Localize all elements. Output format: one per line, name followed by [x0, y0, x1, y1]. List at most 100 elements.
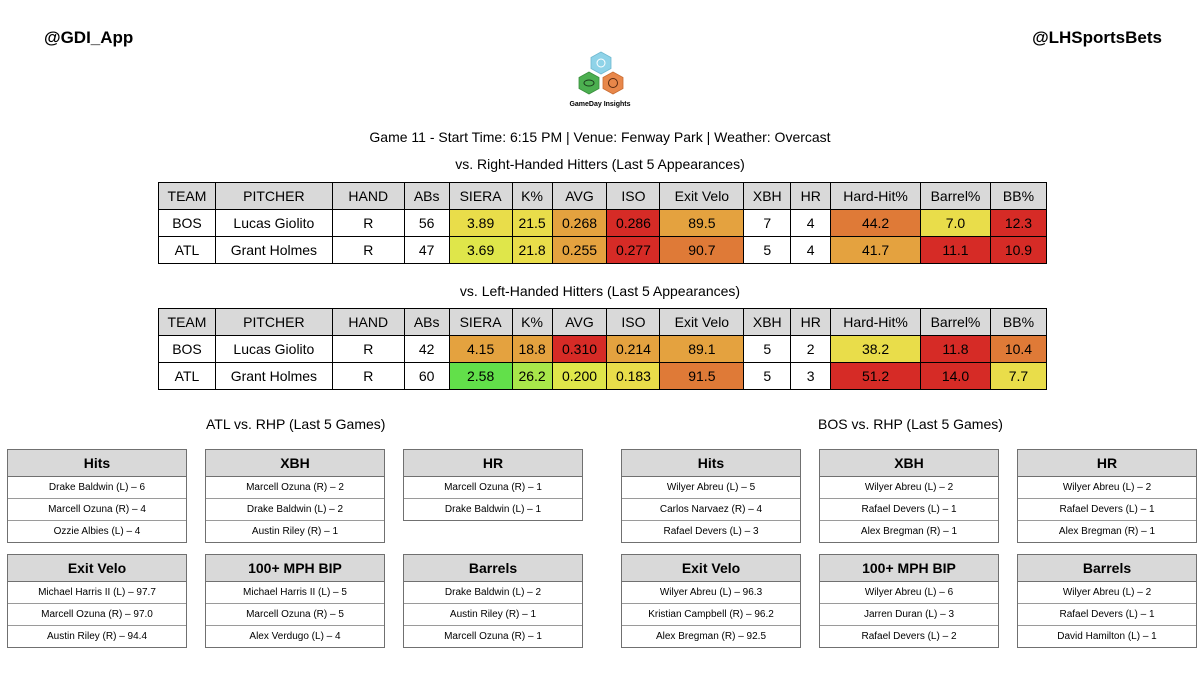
atl-leader-box: Barrels Drake Baldwin (L) – 2 Austin Riley…	[403, 554, 583, 648]
table-cell: 0.277	[606, 236, 661, 264]
logo-hex-right	[602, 71, 624, 95]
table-cell: 0.310	[551, 335, 608, 363]
bos-leader-box: Barrels Wilyer Abreu (L) – 2 Rafael Devers…	[1017, 554, 1197, 648]
table-cell: 2	[790, 335, 832, 363]
atl-leader-box: Hits Drake Baldwin (L) – 6 Marcell Ozuna (…	[7, 449, 187, 543]
table-cell: 0.183	[606, 362, 661, 390]
leader-box-row: Wilyer Abreu (L) – 6	[820, 582, 998, 604]
bos-leader-box: HR Wilyer Abreu (L) – 2 Rafael Devers (L) …	[1017, 449, 1197, 543]
leader-box-row: Austin Riley (R) – 1	[404, 604, 582, 626]
leader-box-row: Rafael Devers (L) – 1	[820, 499, 998, 521]
bos-leader-box: 100+ MPH BIP Wilyer Abreu (L) – 6 Jarren D…	[819, 554, 999, 648]
leader-box-row: Marcell Ozuna (R) – 5	[206, 604, 384, 626]
table-cell: 3.69	[448, 236, 513, 264]
leader-box-row: Marcell Ozuna (R) – 1	[444, 631, 542, 642]
table-cell: Grant Holmes	[214, 236, 333, 264]
game-info: Game 11 - Start Time: 6:15 PM | Venue: F…	[369, 129, 831, 145]
column-header: HAND	[331, 308, 405, 336]
table-cell: 38.2	[830, 335, 922, 363]
leader-box-row: Marcell Ozuna (R) – 4	[8, 499, 186, 521]
table-cell: 18.8	[511, 335, 553, 363]
table-cell: ATL	[158, 362, 216, 390]
leader-box-row: Drake Baldwin (L) – 6	[8, 477, 186, 499]
leader-box-row: Alex Verdugo (L) – 4	[249, 631, 341, 642]
leader-box-title: XBH	[206, 450, 384, 477]
table-cell: BOS	[158, 335, 216, 363]
logo-caption: GameDay Insights	[569, 101, 631, 108]
atl-leader-box: HR Marcell Ozuna (R) – 1 Drake Baldwin (L)…	[403, 449, 583, 521]
table-cell: 4	[790, 209, 832, 237]
table-cell: 26.2	[511, 362, 553, 390]
leader-box-row: Marcell Ozuna (R) – 97.0	[8, 604, 186, 626]
leader-box-title: Barrels	[404, 555, 582, 582]
leader-box-row: Wilyer Abreu (L) – 96.3	[622, 582, 800, 604]
lhh-stats-table: TEAM PITCHER HAND ABs SIERA K% AVG ISO Exit Velo…	[158, 308, 1048, 390]
bos-leader-box: Exit Velo Wilyer Abreu (L) – 96.3 Kristian…	[621, 554, 801, 648]
leader-box-title: HR	[404, 450, 582, 477]
table-cell: 0.200	[551, 362, 608, 390]
table-cell: 21.5	[511, 209, 553, 237]
table-cell: Grant Holmes	[214, 362, 333, 390]
table-cell: 2.58	[448, 362, 513, 390]
table-cell: 7.7	[989, 362, 1048, 390]
column-header: AVG	[551, 308, 608, 336]
leader-box-row: Alex Bregman (R) – 92.5	[655, 631, 767, 642]
column-header: Exit Velo	[659, 308, 745, 336]
leader-box-row: Drake Baldwin (L) – 2	[206, 499, 384, 521]
column-header: XBH	[743, 308, 792, 336]
table-cell: 21.8	[511, 236, 553, 264]
leader-box-row: Austin Riley (R) – 1	[251, 526, 339, 537]
column-header: Hard-Hit%	[830, 308, 922, 336]
leader-box-title: Hits	[622, 450, 800, 477]
column-header: HR	[790, 308, 832, 336]
left-handle: @GDI_App	[44, 28, 134, 47]
atl-section-title: ATL vs. RHP (Last 5 Games)	[206, 416, 386, 432]
table-row: ATL Grant Holmes R 47 3.69 21.8 0.255 0.277 90.7…	[158, 236, 1048, 264]
table-cell: 14.0	[920, 362, 991, 390]
table-cell: 44.2	[830, 209, 922, 237]
table-cell: 4.15	[448, 335, 513, 363]
column-header: SIERA	[448, 182, 513, 210]
logo-hex-top	[590, 51, 612, 75]
leader-box-row: Kristian Campbell (R) – 96.2	[622, 604, 800, 626]
leader-box-title: XBH	[820, 450, 998, 477]
column-header: ABs	[403, 308, 450, 336]
table-cell: 10.9	[989, 236, 1048, 264]
table-cell: 60	[403, 362, 450, 390]
table-cell: 0.268	[551, 209, 608, 237]
column-header: TEAM	[158, 308, 216, 336]
table-cell: R	[331, 209, 405, 237]
leader-box-title: Hits	[8, 450, 186, 477]
table-cell: R	[331, 236, 405, 264]
right-handle: @LHSportsBets	[1032, 28, 1162, 47]
column-header: BB%	[989, 308, 1048, 336]
table-cell: 41.7	[830, 236, 922, 264]
table-cell: 10.4	[989, 335, 1048, 363]
table-cell: 42	[403, 335, 450, 363]
leader-box-row: Rafael Devers (L) – 1	[1018, 604, 1196, 626]
leader-box-row: Wilyer Abreu (L) – 2	[1018, 477, 1196, 499]
leader-box-row: Marcell Ozuna (R) – 2	[206, 477, 384, 499]
column-header: XBH	[743, 182, 792, 210]
column-header: Barrel%	[920, 308, 991, 336]
leader-box-row: David Hamilton (L) – 1	[1057, 631, 1157, 642]
column-header: SIERA	[448, 308, 513, 336]
table-header-row: TEAM PITCHER HAND ABs SIERA K% AVG ISO Exit Velo…	[158, 182, 1048, 210]
column-header: K%	[511, 308, 553, 336]
leader-box-title: 100+ MPH BIP	[820, 555, 998, 582]
leader-box-row: Drake Baldwin (L) – 2	[404, 582, 582, 604]
table-cell: 0.214	[606, 335, 661, 363]
table-cell: 5	[743, 362, 792, 390]
column-header: ABs	[403, 182, 450, 210]
leader-box-title: 100+ MPH BIP	[206, 555, 384, 582]
table-row: BOS Lucas Giolito R 42 4.15 18.8 0.310 0.214 89.…	[158, 335, 1048, 363]
atl-leader-box: Exit Velo Michael Harris II (L) – 97.7 Mar…	[7, 554, 187, 648]
gameday-insights-logo	[578, 51, 624, 95]
atl-leader-box: XBH Marcell Ozuna (R) – 2 Drake Baldwin (L…	[205, 449, 385, 543]
leader-box-row: Drake Baldwin (L) – 1	[444, 504, 542, 515]
table-cell: 7	[743, 209, 792, 237]
leader-box-row: Rafael Devers (L) – 1	[1018, 499, 1196, 521]
table-cell: R	[331, 362, 405, 390]
table-cell: Lucas Giolito	[214, 335, 333, 363]
table-header-row: TEAM PITCHER HAND ABs SIERA K% AVG ISO Exit Velo…	[158, 308, 1048, 336]
